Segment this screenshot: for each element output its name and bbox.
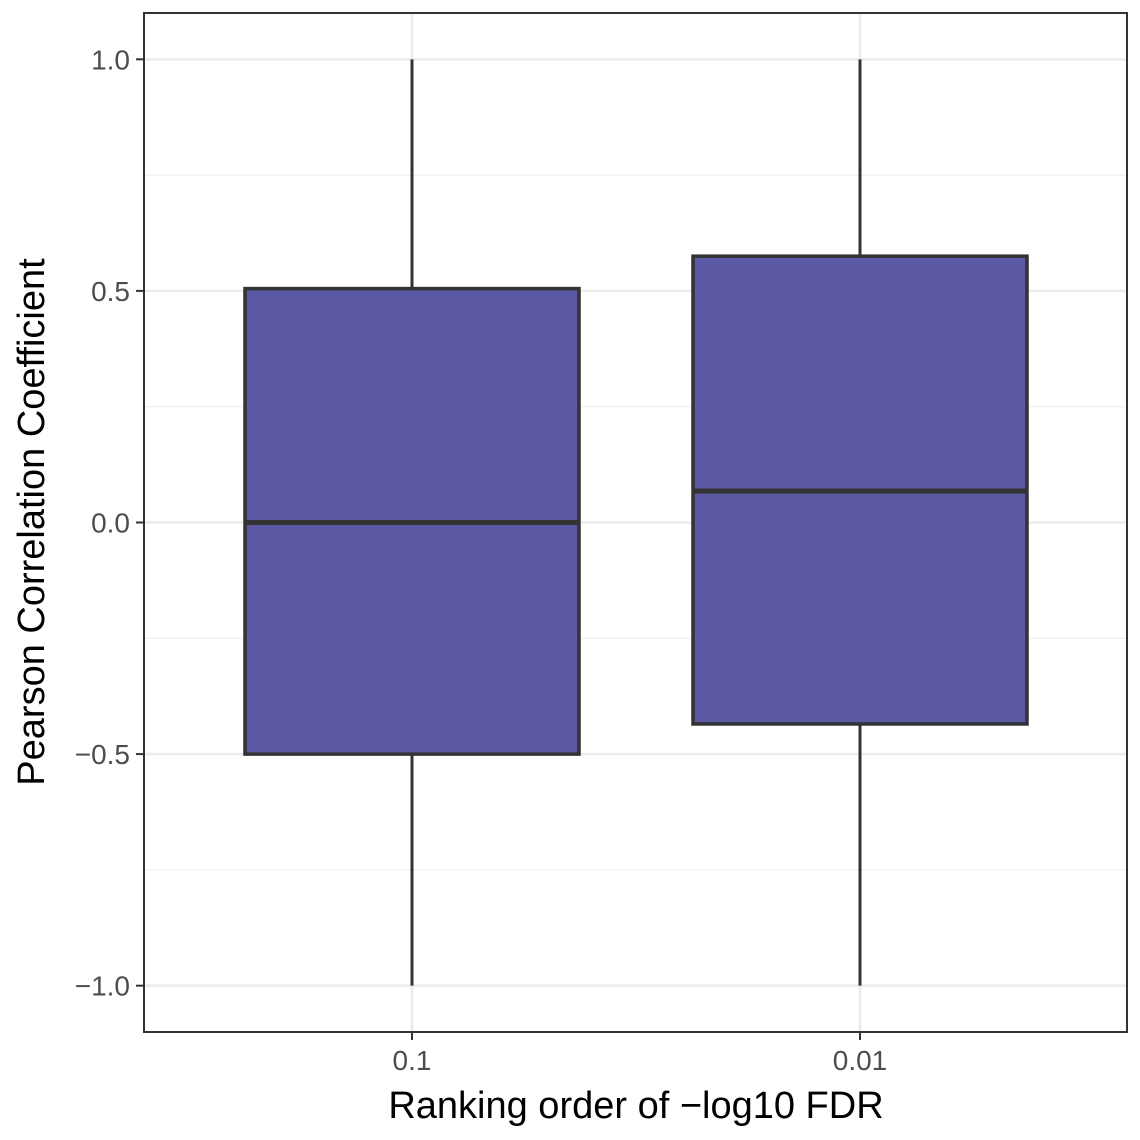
x-axis-title: Ranking order of −log10 FDR — [388, 1085, 883, 1127]
x-axis: 0.1 0.01 — [393, 1032, 888, 1076]
x-tick-label: 0.01 — [833, 1045, 888, 1076]
y-tick-label: 1.0 — [91, 44, 130, 75]
y-axis-title: Pearson Correlation Coefficient — [11, 258, 53, 786]
y-tick-label: −1.0 — [75, 971, 130, 1002]
y-axis: −1.0 −0.5 0.0 0.5 1.0 — [75, 44, 144, 1002]
boxes — [243, 59, 1029, 986]
box-0.01 — [691, 59, 1029, 986]
y-tick-label: 0.0 — [91, 508, 130, 539]
box-0.1 — [243, 59, 581, 986]
y-tick-label: 0.5 — [91, 276, 130, 307]
y-tick-label: −0.5 — [75, 739, 130, 770]
x-tick-label: 0.1 — [393, 1045, 432, 1076]
